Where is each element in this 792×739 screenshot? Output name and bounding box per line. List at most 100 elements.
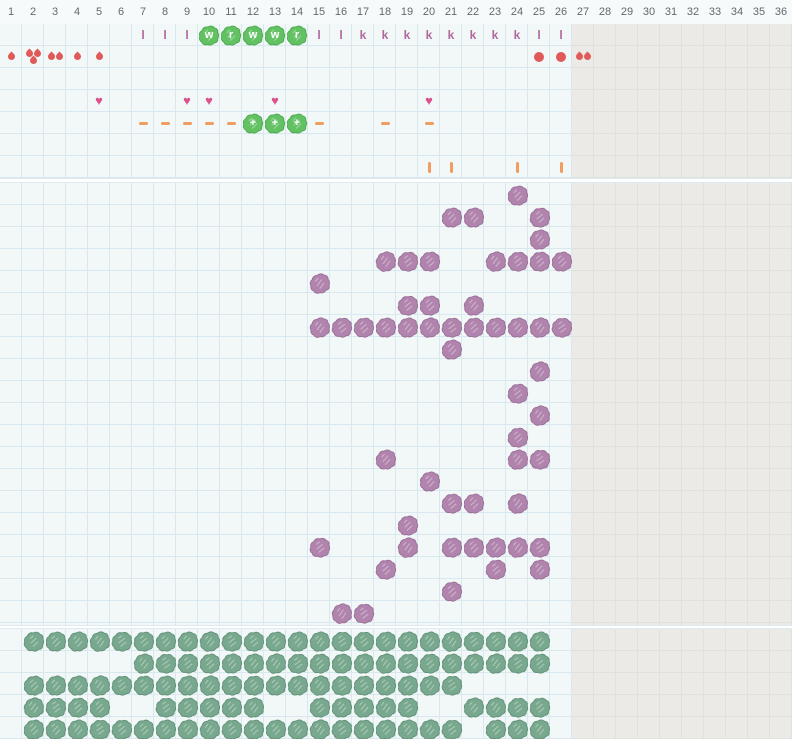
crop-blob-purple[interactable] — [440, 581, 463, 604]
crop-blob-teal[interactable] — [374, 631, 397, 654]
crop-blob-teal[interactable] — [109, 718, 133, 739]
crop-blob-purple[interactable] — [440, 492, 463, 515]
crop-blob-teal[interactable] — [418, 652, 441, 675]
crop-blob-teal[interactable] — [263, 651, 288, 676]
crop-blob-purple[interactable] — [463, 493, 485, 515]
crop-blob-teal[interactable] — [307, 717, 332, 739]
crop-blob-teal[interactable] — [197, 673, 222, 698]
crop-blob-purple[interactable] — [483, 249, 508, 274]
fertilize-marker[interactable]: + — [264, 113, 286, 135]
crop-blob-teal[interactable] — [44, 631, 66, 653]
crop-plant-marker[interactable]: w — [198, 25, 220, 47]
crop-blob-teal[interactable] — [351, 630, 375, 654]
crop-blob-purple[interactable] — [307, 271, 332, 296]
fertilize-marker[interactable]: + — [286, 113, 308, 135]
crop-blob-teal[interactable] — [308, 652, 331, 675]
crop-blob-teal[interactable] — [175, 718, 199, 739]
crop-blob-teal[interactable] — [352, 652, 376, 676]
crop-blob-teal[interactable] — [87, 629, 112, 654]
crop-blob-teal[interactable] — [439, 629, 464, 654]
crop-blob-purple[interactable] — [462, 206, 485, 229]
crop-blob-purple[interactable] — [395, 250, 420, 275]
crop-blob-teal[interactable] — [352, 718, 375, 739]
crop-blob-purple[interactable] — [484, 536, 508, 560]
crop-blob-teal[interactable] — [132, 719, 155, 739]
crop-blob-purple[interactable] — [506, 382, 530, 406]
crop-blob-purple[interactable] — [307, 315, 332, 340]
crop-blob-teal[interactable] — [132, 630, 155, 653]
crop-blob-teal[interactable] — [462, 652, 485, 675]
crop-blob-teal[interactable] — [439, 717, 464, 739]
crop-blob-teal[interactable] — [220, 696, 243, 719]
crop-blob-purple[interactable] — [462, 316, 485, 339]
crop-blob-teal[interactable] — [87, 717, 112, 739]
crop-blob-teal[interactable] — [197, 717, 222, 739]
crop-blob-teal[interactable] — [22, 675, 45, 698]
crop-blob-teal[interactable] — [286, 630, 309, 653]
crop-blob-purple[interactable] — [528, 206, 552, 230]
crop-blob-purple[interactable] — [505, 448, 530, 473]
crop-blob-teal[interactable] — [65, 718, 90, 739]
crop-blob-purple[interactable] — [551, 251, 573, 273]
crop-blob-teal[interactable] — [219, 718, 244, 739]
crop-blob-teal[interactable] — [219, 674, 244, 699]
crop-blob-teal[interactable] — [176, 696, 200, 720]
crop-blob-teal[interactable] — [506, 718, 529, 739]
crop-blob-purple[interactable] — [440, 536, 463, 559]
crop-blob-teal[interactable] — [528, 696, 551, 719]
crop-blob-purple[interactable] — [527, 359, 552, 384]
crop-blob-teal[interactable] — [505, 696, 530, 721]
crop-blob-teal[interactable] — [307, 674, 332, 699]
crop-blob-teal[interactable] — [307, 630, 332, 655]
crop-blob-purple[interactable] — [418, 295, 441, 318]
crop-blob-teal[interactable] — [352, 674, 376, 698]
crop-blob-teal[interactable] — [528, 652, 552, 676]
crop-blob-teal[interactable] — [417, 630, 441, 654]
crop-blob-purple[interactable] — [440, 338, 463, 361]
crop-blob-teal[interactable] — [308, 697, 331, 720]
crop-blob-teal[interactable] — [44, 675, 67, 698]
crop-blob-teal[interactable] — [439, 673, 464, 698]
crop-blob-purple[interactable] — [373, 249, 398, 274]
crop-blob-teal[interactable] — [65, 674, 89, 698]
crop-blob-teal[interactable] — [22, 719, 44, 739]
crop-blob-purple[interactable] — [527, 403, 552, 428]
crop-blob-purple[interactable] — [549, 315, 574, 340]
crop-blob-purple[interactable] — [484, 558, 508, 582]
crop-blob-teal[interactable] — [396, 631, 419, 654]
crop-blob-purple[interactable] — [527, 228, 551, 252]
crop-blob-teal[interactable] — [153, 651, 178, 676]
crop-blob-teal[interactable] — [44, 718, 67, 739]
crop-blob-purple[interactable] — [418, 471, 441, 494]
crop-blob-purple[interactable] — [505, 250, 530, 275]
crop-blob-purple[interactable] — [441, 207, 463, 229]
crop-blob-teal[interactable] — [417, 674, 442, 699]
crop-blob-purple[interactable] — [374, 317, 396, 339]
crop-blob-teal[interactable] — [22, 630, 45, 653]
crop-blob-teal[interactable] — [505, 651, 530, 676]
crop-blob-teal[interactable] — [286, 674, 309, 697]
crop-blob-teal[interactable] — [242, 718, 265, 739]
crop-blob-purple[interactable] — [505, 535, 530, 560]
crop-blob-purple[interactable] — [352, 316, 375, 339]
crop-blob-teal[interactable] — [506, 631, 528, 653]
crop-plant-marker[interactable]: r — [220, 25, 242, 47]
crop-blob-purple[interactable] — [485, 317, 507, 339]
crop-blob-purple[interactable] — [307, 536, 331, 560]
crop-blob-teal[interactable] — [197, 630, 222, 655]
crop-blob-teal[interactable] — [351, 696, 375, 720]
crop-blob-teal[interactable] — [198, 697, 220, 719]
crop-blob-teal[interactable] — [176, 674, 200, 698]
crop-blob-teal[interactable] — [242, 674, 265, 697]
crop-blob-purple[interactable] — [439, 316, 464, 341]
fertilize-marker[interactable]: + — [242, 113, 264, 135]
crop-blob-teal[interactable] — [527, 718, 552, 739]
crop-plant-marker[interactable]: r — [286, 25, 308, 47]
crop-blob-teal[interactable] — [373, 695, 398, 720]
crop-blob-teal[interactable] — [66, 630, 90, 654]
crop-blob-teal[interactable] — [242, 630, 266, 654]
crop-blob-teal[interactable] — [219, 629, 244, 654]
crop-blob-teal[interactable] — [484, 719, 506, 739]
crop-blob-teal[interactable] — [241, 652, 265, 676]
crop-blob-purple[interactable] — [461, 294, 485, 318]
